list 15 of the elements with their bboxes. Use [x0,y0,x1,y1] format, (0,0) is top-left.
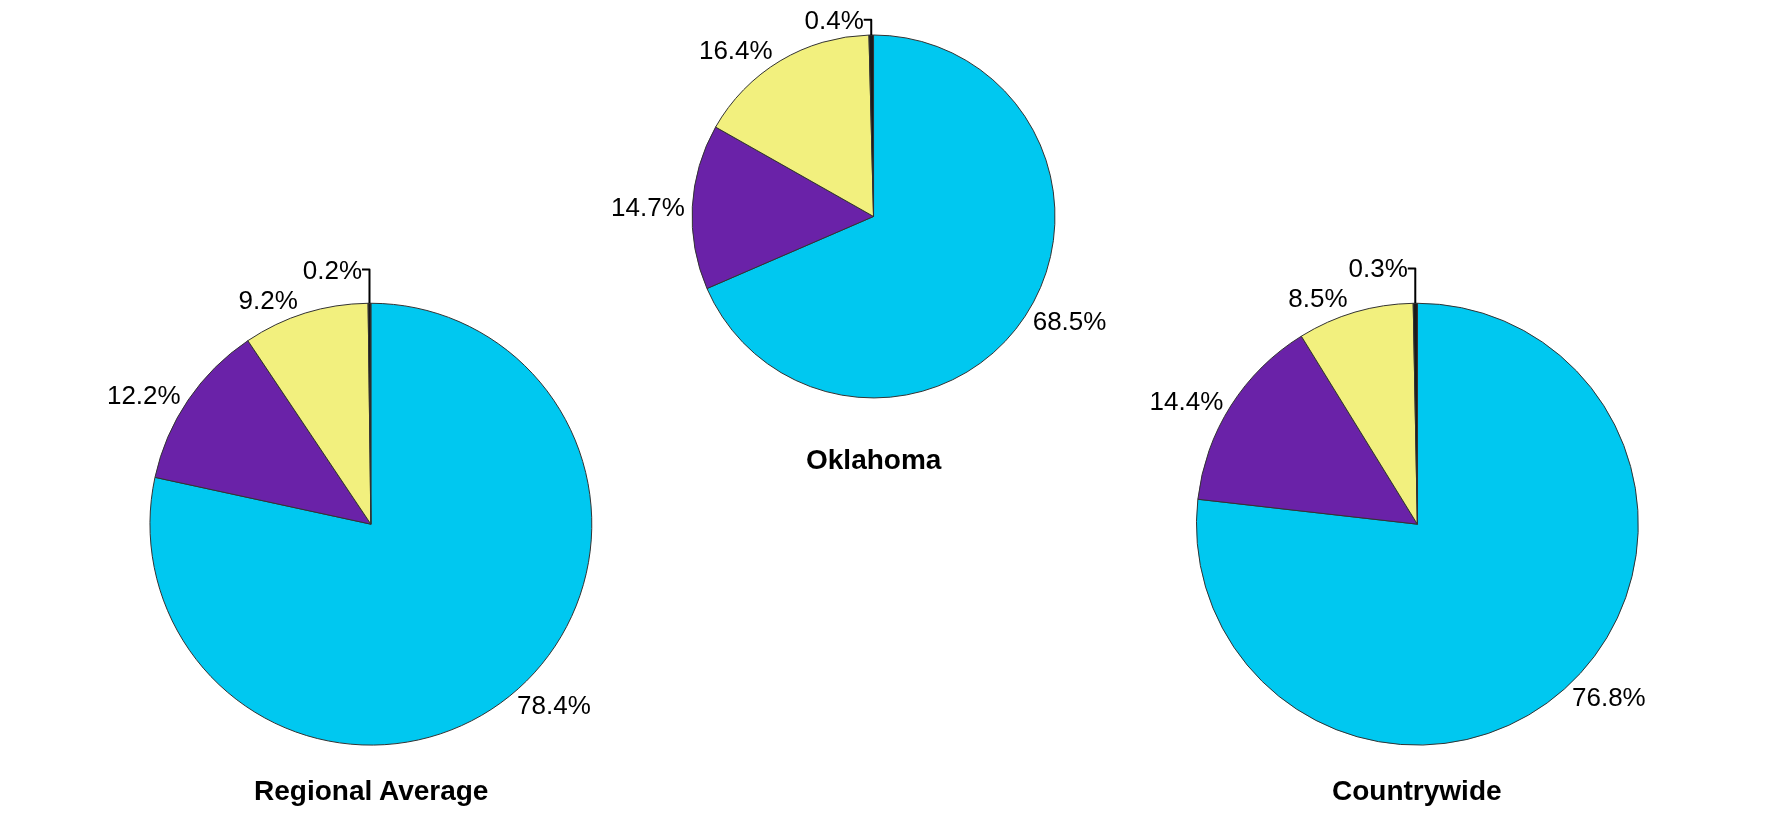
data-label: 0.3% [1348,253,1408,284]
data-label: 14.7% [611,191,685,222]
text: Oklahoma [806,444,942,475]
data-label: 76.8% [1572,682,1646,713]
data-label: 78.4% [517,690,591,721]
data-label: 12.2% [106,380,181,411]
data-label: 0.4% [804,4,864,35]
data-label: 68.5% [1032,305,1107,336]
data-label: 0.2% [302,254,362,285]
text: Regional Average [254,775,489,806]
data-label: 9.2% [238,284,298,315]
data-label: 8.5% [1288,283,1348,314]
text: Countrywide [1332,775,1502,806]
data-label: 16.4% [698,34,773,65]
data-label: 14.4% [1149,386,1224,417]
